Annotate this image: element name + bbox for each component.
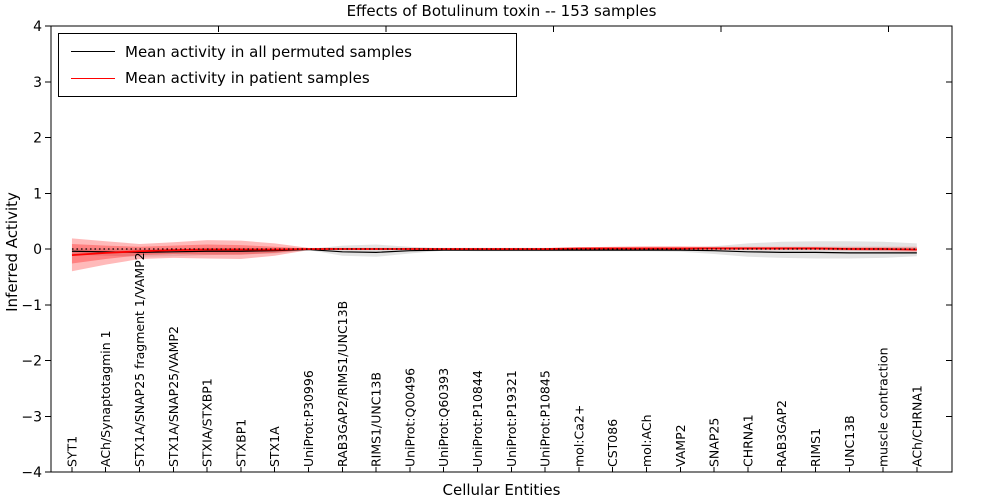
svg-text:UniProt:P10845: UniProt:P10845 bbox=[538, 370, 553, 467]
svg-text:3: 3 bbox=[33, 75, 42, 91]
svg-text:−1: −1 bbox=[21, 298, 42, 314]
svg-text:STXIA/STXBP1: STXIA/STXBP1 bbox=[200, 378, 215, 467]
legend-line-permuted-icon bbox=[71, 51, 115, 53]
svg-text:1: 1 bbox=[33, 186, 42, 202]
svg-text:STX1A/SNAP25/VAMP2: STX1A/SNAP25/VAMP2 bbox=[166, 326, 181, 467]
svg-text:RIMS1/UNC13B: RIMS1/UNC13B bbox=[369, 372, 384, 467]
svg-text:4: 4 bbox=[33, 19, 42, 35]
svg-text:UNC13B: UNC13B bbox=[842, 415, 857, 467]
svg-text:UniProt:Q60393: UniProt:Q60393 bbox=[436, 368, 451, 467]
legend-label-patient: Mean activity in patient samples bbox=[125, 69, 370, 88]
svg-text:−2: −2 bbox=[21, 354, 42, 370]
svg-text:mol:Ca2+: mol:Ca2+ bbox=[571, 405, 586, 467]
legend-label-permuted: Mean activity in all permuted samples bbox=[125, 42, 412, 61]
series-bands bbox=[71, 238, 917, 272]
y-axis-tick-labels: 4 3 2 1 0 −1 −2 −3 −4 bbox=[21, 19, 42, 481]
svg-text:STXBP1: STXBP1 bbox=[233, 419, 248, 467]
svg-text:STX1A/SNAP25 fragment 1/VAMP2: STX1A/SNAP25 fragment 1/VAMP2 bbox=[132, 252, 147, 467]
svg-text:UniProt:P19321: UniProt:P19321 bbox=[504, 370, 519, 467]
svg-text:RAB3GAP2: RAB3GAP2 bbox=[774, 400, 789, 467]
top-axis-ticks bbox=[217, 26, 889, 32]
svg-text:UniProt:P10844: UniProt:P10844 bbox=[470, 370, 485, 467]
svg-text:−4: −4 bbox=[21, 465, 42, 481]
svg-text:CHRNA1: CHRNA1 bbox=[740, 414, 755, 467]
svg-text:muscle contraction: muscle contraction bbox=[876, 347, 891, 467]
x-axis-label: Cellular Entities bbox=[442, 481, 561, 499]
x-axis-tick-labels: SYT1 ACh/Synaptotagmin 1 STX1A/SNAP25 frag… bbox=[64, 252, 924, 467]
svg-text:0: 0 bbox=[33, 242, 42, 258]
svg-text:−3: −3 bbox=[21, 409, 42, 425]
legend-line-patient-icon bbox=[71, 77, 115, 79]
y-axis-ticks bbox=[45, 25, 952, 473]
x-axis-ticks bbox=[71, 467, 918, 472]
chart-title: Effects of Botulinum toxin -- 153 sample… bbox=[346, 2, 657, 20]
svg-text:ACh/CHRNA1: ACh/CHRNA1 bbox=[909, 385, 924, 467]
svg-text:CST086: CST086 bbox=[605, 419, 620, 467]
svg-text:ACh/Synaptotagmin 1: ACh/Synaptotagmin 1 bbox=[98, 330, 113, 467]
svg-text:STX1A: STX1A bbox=[267, 426, 282, 467]
svg-text:RAB3GAP2/RIMS1/UNC13B: RAB3GAP2/RIMS1/UNC13B bbox=[335, 301, 350, 467]
svg-text:VAMP2: VAMP2 bbox=[673, 424, 688, 467]
svg-text:SYT1: SYT1 bbox=[64, 436, 79, 467]
permuted-mean-line bbox=[71, 248, 917, 254]
legend: Mean activity in all permuted samples Me… bbox=[58, 33, 517, 97]
svg-text:2: 2 bbox=[33, 131, 42, 147]
legend-entry-permuted: Mean activity in all permuted samples bbox=[71, 43, 516, 61]
svg-text:RIMS1: RIMS1 bbox=[808, 428, 823, 467]
svg-text:SNAP25: SNAP25 bbox=[707, 418, 722, 467]
legend-entry-patient: Mean activity in patient samples bbox=[71, 69, 516, 87]
svg-text:UniProt:Q00496: UniProt:Q00496 bbox=[402, 368, 417, 467]
svg-text:mol:ACh: mol:ACh bbox=[639, 415, 654, 468]
svg-text:UniProt:P30996: UniProt:P30996 bbox=[301, 370, 316, 467]
